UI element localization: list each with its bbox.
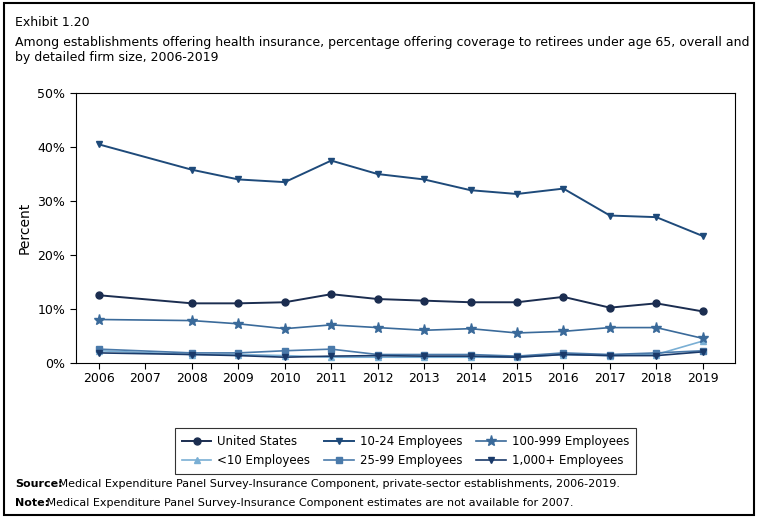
- Text: Medical Expenditure Panel Survey-Insurance Component, private-sector establishme: Medical Expenditure Panel Survey-Insuran…: [55, 479, 619, 489]
- Text: Medical Expenditure Panel Survey-Insurance Component estimates are not available: Medical Expenditure Panel Survey-Insuran…: [43, 498, 574, 508]
- Y-axis label: Percent: Percent: [18, 202, 32, 254]
- Text: Among establishments offering health insurance, percentage offering coverage to : Among establishments offering health ins…: [15, 36, 750, 64]
- Legend: United States, <10 Employees, 10-24 Employees, 25-99 Employees, 100-999 Employee: United States, <10 Employees, 10-24 Empl…: [174, 428, 637, 474]
- Text: Source:: Source:: [15, 479, 63, 489]
- Text: Note:: Note:: [15, 498, 49, 508]
- Text: Exhibit 1.20: Exhibit 1.20: [15, 16, 89, 28]
